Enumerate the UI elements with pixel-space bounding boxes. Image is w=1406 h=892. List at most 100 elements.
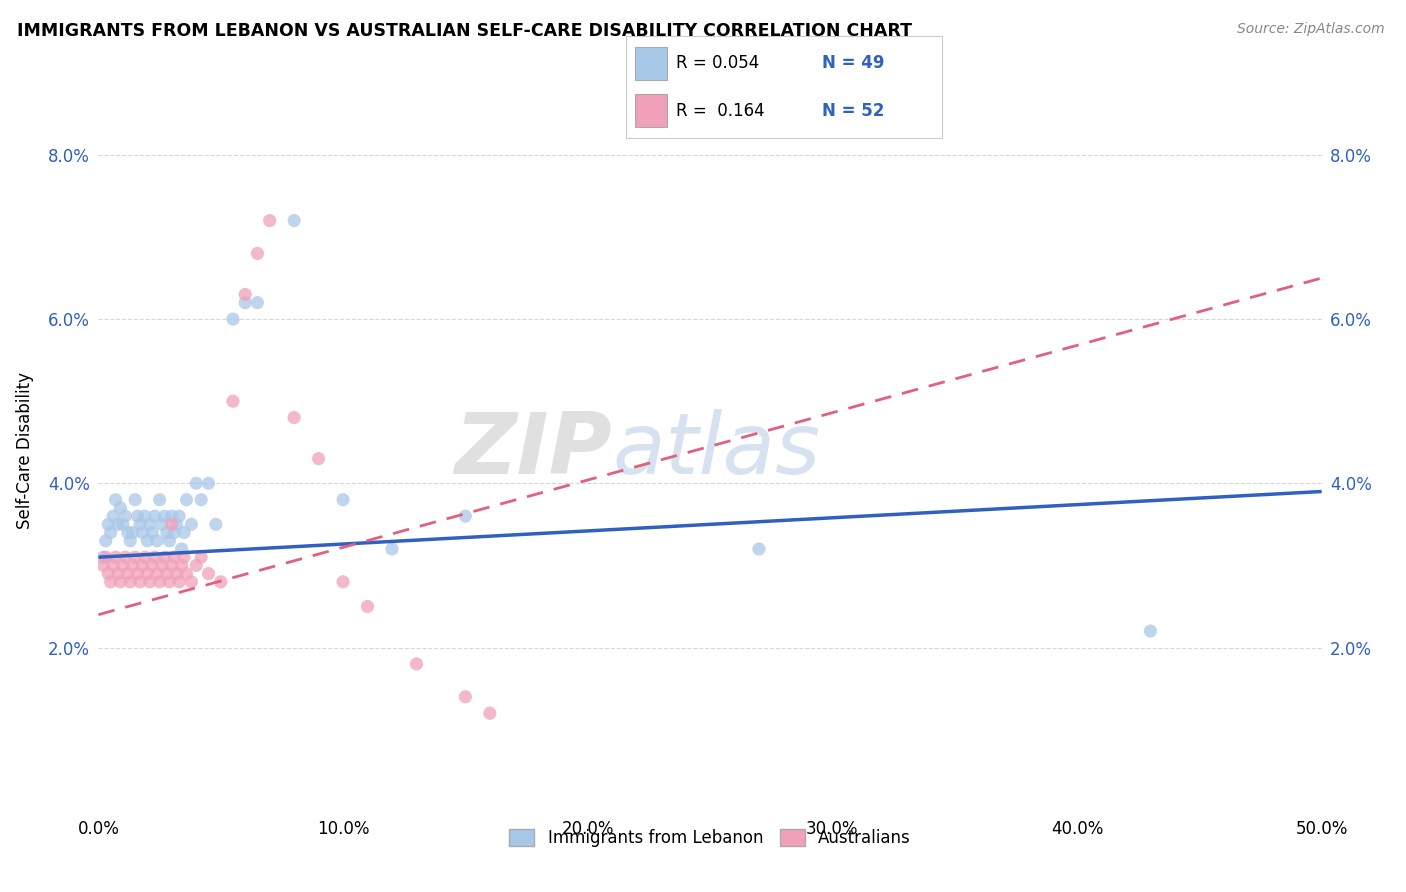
- Point: [157, 574, 180, 589]
- Point: [405, 657, 427, 671]
- Point: [190, 492, 212, 507]
- Point: [141, 558, 163, 573]
- Point: [233, 287, 256, 301]
- Point: [107, 566, 129, 581]
- Text: R =  0.164: R = 0.164: [676, 102, 765, 120]
- Point: [153, 550, 176, 565]
- Point: [94, 550, 117, 565]
- Point: [176, 492, 198, 507]
- Point: [117, 525, 139, 540]
- Point: [131, 558, 153, 573]
- Point: [111, 517, 134, 532]
- Point: [170, 541, 193, 556]
- Point: [173, 550, 195, 565]
- Point: [111, 558, 134, 573]
- Point: [134, 550, 156, 565]
- Point: [197, 566, 219, 581]
- Point: [100, 525, 122, 540]
- Point: [190, 550, 212, 565]
- Point: [222, 312, 245, 326]
- Point: [91, 550, 114, 565]
- Point: [160, 558, 183, 573]
- Point: [176, 566, 198, 581]
- Point: [748, 541, 770, 556]
- Point: [157, 533, 180, 548]
- Point: [136, 566, 159, 581]
- Point: [100, 574, 122, 589]
- Point: [146, 533, 169, 548]
- Point: [149, 492, 172, 507]
- Point: [91, 558, 114, 573]
- Point: [114, 550, 136, 565]
- Point: [101, 558, 124, 573]
- Text: ZIP: ZIP: [454, 409, 612, 492]
- Point: [180, 574, 202, 589]
- Text: Source: ZipAtlas.com: Source: ZipAtlas.com: [1237, 22, 1385, 37]
- Point: [124, 492, 146, 507]
- Text: atlas: atlas: [612, 409, 820, 492]
- Point: [120, 574, 142, 589]
- Point: [139, 517, 162, 532]
- Point: [381, 541, 404, 556]
- Point: [120, 533, 142, 548]
- Legend: Immigrants from Lebanon, Australians: Immigrants from Lebanon, Australians: [502, 822, 918, 854]
- Point: [117, 566, 139, 581]
- Point: [454, 509, 477, 524]
- Point: [143, 550, 166, 565]
- Point: [150, 558, 173, 573]
- Point: [101, 509, 124, 524]
- Point: [160, 509, 183, 524]
- Point: [246, 295, 269, 310]
- Point: [127, 509, 149, 524]
- Point: [146, 566, 169, 581]
- Text: R = 0.054: R = 0.054: [676, 54, 759, 72]
- Point: [127, 566, 149, 581]
- Point: [1139, 624, 1161, 639]
- Point: [156, 525, 179, 540]
- Point: [478, 706, 501, 721]
- Point: [121, 525, 143, 540]
- Point: [94, 533, 117, 548]
- Point: [170, 558, 193, 573]
- Point: [167, 574, 190, 589]
- Point: [332, 574, 354, 589]
- Point: [186, 476, 208, 491]
- Point: [121, 558, 143, 573]
- Point: [104, 492, 127, 507]
- Point: [97, 566, 120, 581]
- Point: [107, 517, 129, 532]
- Point: [259, 213, 281, 227]
- Point: [356, 599, 378, 614]
- Text: N = 52: N = 52: [821, 102, 884, 120]
- Point: [166, 566, 188, 581]
- Point: [166, 517, 188, 532]
- Point: [110, 574, 132, 589]
- FancyBboxPatch shape: [636, 47, 666, 79]
- Point: [163, 550, 186, 565]
- Point: [141, 525, 163, 540]
- Point: [131, 525, 153, 540]
- Point: [110, 500, 132, 515]
- Point: [97, 517, 120, 532]
- Point: [150, 517, 173, 532]
- Point: [233, 295, 256, 310]
- Point: [114, 509, 136, 524]
- Point: [180, 517, 202, 532]
- Point: [136, 533, 159, 548]
- Point: [129, 517, 152, 532]
- Point: [454, 690, 477, 704]
- Point: [283, 410, 305, 425]
- Point: [205, 517, 228, 532]
- Point: [222, 394, 245, 409]
- Point: [143, 509, 166, 524]
- Point: [173, 525, 195, 540]
- Point: [186, 558, 208, 573]
- FancyBboxPatch shape: [636, 95, 666, 127]
- Point: [283, 213, 305, 227]
- Point: [246, 246, 269, 260]
- Point: [149, 574, 172, 589]
- Point: [124, 550, 146, 565]
- Point: [139, 574, 162, 589]
- Point: [134, 509, 156, 524]
- Point: [163, 525, 186, 540]
